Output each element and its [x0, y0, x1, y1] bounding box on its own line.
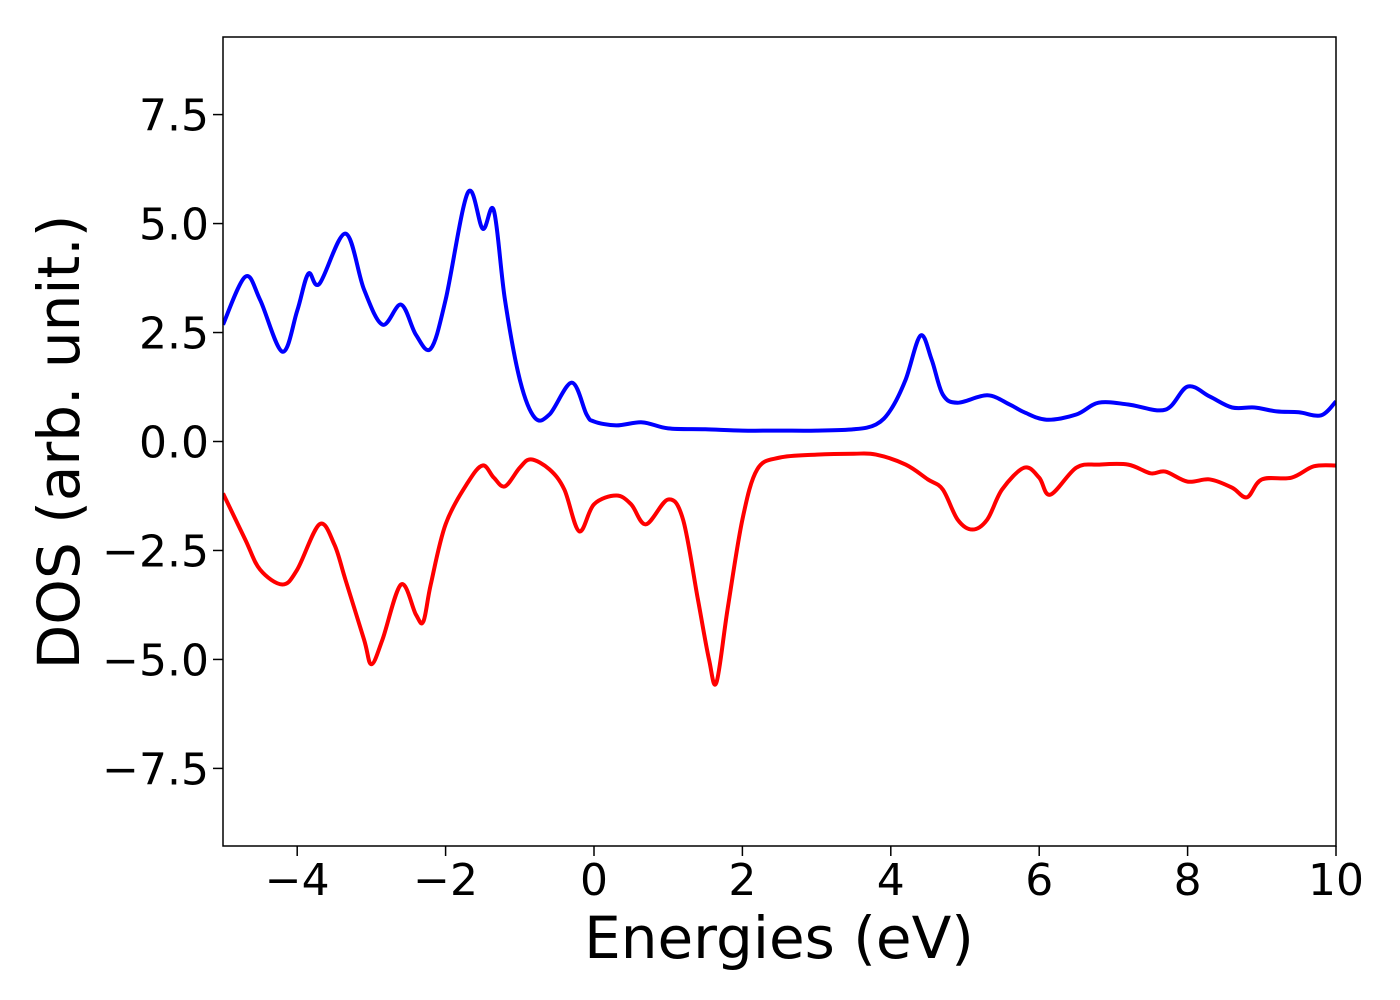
y-tick-label: −7.5 [102, 744, 209, 795]
series-line [223, 451, 1336, 687]
y-tick-label: 0.0 [139, 418, 209, 469]
series-line [223, 188, 1336, 433]
x-axis-label: Energies (eV) [584, 904, 974, 972]
x-tick-label: −4 [265, 855, 330, 906]
y-tick-label: 5.0 [139, 200, 209, 251]
y-tick-label: −5.0 [102, 635, 209, 686]
x-tick-label: 8 [1174, 855, 1202, 906]
x-tick-label: 0 [580, 855, 608, 906]
y-axis-label: DOS (arb. unit.) [25, 215, 93, 670]
x-tick-label: 4 [877, 855, 905, 906]
y-tick-label: −2.5 [102, 526, 209, 577]
y-tick-label: 2.5 [139, 309, 209, 360]
plot-frame [222, 36, 1337, 847]
y-tick-label: 7.5 [139, 91, 209, 142]
x-tick-label: 10 [1308, 855, 1364, 906]
x-tick-label: −2 [413, 855, 478, 906]
x-tick-label: 6 [1025, 855, 1053, 906]
x-tick-label: 2 [728, 855, 756, 906]
